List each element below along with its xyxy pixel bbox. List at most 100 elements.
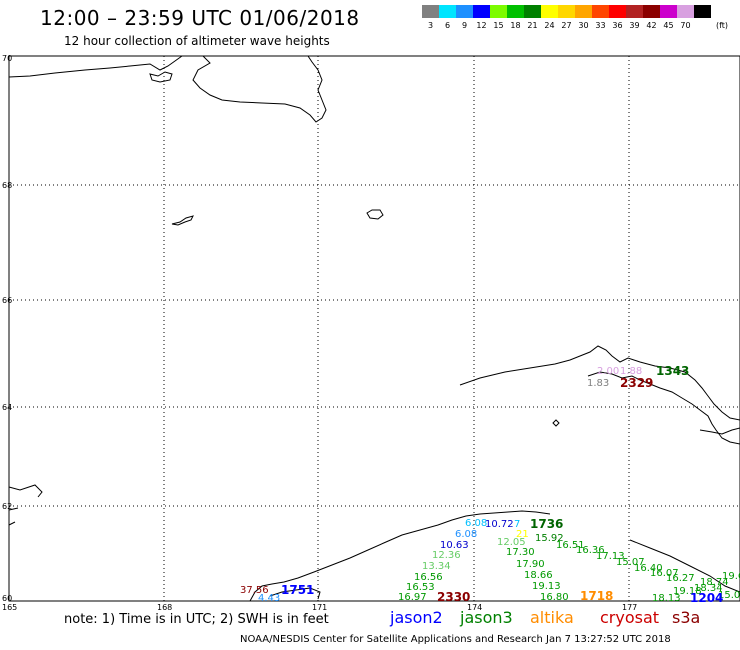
legend-swatch-label: 70 <box>680 21 691 30</box>
obs-label: 4.43 <box>258 593 280 604</box>
obs-label: 13.34 <box>422 561 451 572</box>
obs-label: 17.90 <box>516 559 545 570</box>
color-scale-legend <box>422 5 711 18</box>
obs-label: 18.13 <box>652 593 681 604</box>
latitude-labels: 70 68 66 64 62 60 <box>2 54 12 603</box>
credit-footer: NOAA/NESDIS Center for Satellite Applica… <box>240 634 671 645</box>
obs-label: 7 <box>514 519 520 530</box>
lat-label-66: 66 <box>2 296 12 305</box>
lon-label-168: 168 <box>157 603 172 612</box>
legend-swatch <box>456 5 473 18</box>
legend-swatch <box>439 5 456 18</box>
obs-label: 18.66 <box>524 570 553 581</box>
obs-label: 37.56 <box>240 585 269 596</box>
obs-label: 19.13 <box>532 581 561 592</box>
island-small-1 <box>171 215 194 226</box>
longitude-grid <box>163 56 630 601</box>
legend-swatch-label: 15 <box>493 21 504 30</box>
legend-swatch <box>541 5 558 18</box>
satellite-s3a: s3a <box>672 608 701 627</box>
legend-swatch-label: 36 <box>612 21 623 30</box>
obs-label: 19.6 <box>722 571 740 582</box>
map-frame <box>8 55 740 602</box>
legend-swatch-label: 24 <box>544 21 555 30</box>
legend-swatch <box>473 5 490 18</box>
obs-label: 6.08 <box>465 518 487 529</box>
satellite-jason2: jason2 <box>390 608 443 627</box>
obs-label: 6.08 <box>455 529 477 540</box>
legend-swatch <box>422 5 439 18</box>
obs-label: 19.18 <box>673 586 702 597</box>
obs-label: 16.53 <box>406 582 435 593</box>
legend-swatch <box>677 5 694 18</box>
lat-label-62: 62 <box>2 502 12 511</box>
obs-label: 16.36 <box>576 545 605 556</box>
legend-swatch-label: 6 <box>444 21 451 30</box>
lon-label-174: 174 <box>467 603 482 612</box>
coastline-east-lower <box>699 427 740 435</box>
chart-title: 12:00 – 23:59 UTC 01/06/2018 <box>40 6 360 30</box>
obs-label: 1736 <box>530 517 563 531</box>
legend-swatch <box>558 5 575 18</box>
legend-swatch <box>507 5 524 18</box>
legend-swatch <box>626 5 643 18</box>
satellite-jason3: jason3 <box>460 608 513 627</box>
legend-swatch-label: 18 <box>510 21 521 30</box>
obs-label: 2.00 <box>597 366 619 377</box>
coastline-south <box>8 484 43 526</box>
obs-label: 16.27 <box>666 573 695 584</box>
lon-label-165: 165 <box>2 603 17 612</box>
obs-label: 1.83 <box>587 378 609 389</box>
coastline <box>8 55 740 602</box>
legend-swatch-label: 39 <box>629 21 640 30</box>
legend-unit-label: (ft) <box>716 21 729 30</box>
color-scale-labels: 3 6 9 12 15 18 21 24 27 30 33 36 39 42 45 70 <box>422 21 711 33</box>
legend-swatch <box>592 5 609 18</box>
observation-labels: 6.08 10.72 7 1736 6.08 21 15.92 10.63 12… <box>240 364 740 605</box>
obs-label: 1343 <box>656 364 689 378</box>
coastline-north-peninsula <box>192 55 327 123</box>
legend-swatch <box>524 5 541 18</box>
obs-label: 10.63 <box>440 540 469 551</box>
obs-label: 15.07 <box>616 557 645 568</box>
legend-swatch <box>575 5 592 18</box>
obs-label: 16.07 <box>650 568 679 579</box>
obs-label: 1.88 <box>620 366 642 377</box>
obs-label: 2330 <box>437 590 470 604</box>
lon-label-177: 177 <box>622 603 637 612</box>
legend-swatch <box>490 5 507 18</box>
latitude-grid <box>9 184 740 507</box>
obs-label: 18.74 <box>700 577 729 588</box>
coastline-south-main <box>249 510 551 602</box>
obs-label: 1204 <box>690 591 723 605</box>
lat-label-60: 60 <box>2 594 12 603</box>
obs-label: 17.13 <box>596 551 625 562</box>
lat-label-70: 70 <box>2 54 12 63</box>
obs-label: 12.36 <box>432 550 461 561</box>
coastline-north <box>8 55 183 78</box>
obs-label: 15.0 <box>718 590 740 601</box>
satellite-cryosat: cryosat <box>600 608 660 627</box>
obs-label: 16.97 <box>398 592 427 603</box>
legend-swatch-label: 30 <box>578 21 589 30</box>
obs-label: 1718 <box>580 589 613 603</box>
obs-label: 21 <box>516 529 529 540</box>
island-small-2 <box>366 209 384 220</box>
obs-label: 15.92 <box>535 533 564 544</box>
obs-label: 18.34 <box>694 583 723 594</box>
coastline-north-inlet <box>149 71 173 83</box>
obs-label: 1751 <box>281 583 314 597</box>
lat-label-64: 64 <box>2 403 12 412</box>
coastline-bristol <box>269 587 321 600</box>
obs-label: 12.05 <box>497 537 526 548</box>
legend-swatch <box>660 5 677 18</box>
legend-swatch <box>643 5 660 18</box>
legend-swatch-label: 27 <box>561 21 572 30</box>
obs-label: 10.72 <box>485 519 514 530</box>
obs-label: 16.56 <box>414 572 443 583</box>
obs-label: 16.80 <box>540 592 569 603</box>
obs-label: 17.30 <box>506 547 535 558</box>
footnote: note: 1) Time is in UTC; 2) SWH is in fe… <box>64 612 329 627</box>
legend-swatch-label: 42 <box>646 21 657 30</box>
